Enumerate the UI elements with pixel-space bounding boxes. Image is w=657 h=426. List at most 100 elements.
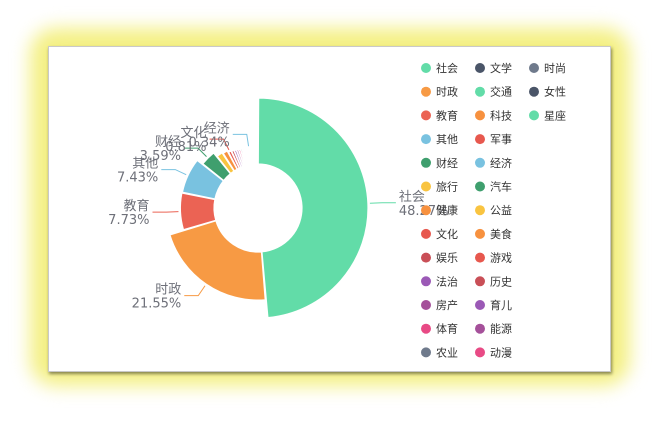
legend-label-9: 其他 — [436, 133, 458, 146]
legend-marker-27 — [421, 347, 431, 358]
legend-label-15: 健康 — [436, 203, 458, 217]
slice-label-7: 文化 0.81% — [165, 126, 206, 155]
legend-marker-21 — [421, 276, 431, 287]
legend-label-4: 交通 — [490, 85, 512, 99]
legend-item-26[interactable]: 能源 — [475, 322, 512, 336]
legend-marker-16 — [475, 205, 485, 216]
legend-marker-1 — [475, 63, 485, 73]
legend-item-16[interactable]: 公益 — [475, 203, 512, 217]
legend-item-11[interactable]: 财经 — [421, 156, 458, 170]
legend-marker-24 — [475, 300, 485, 310]
legend-item-5[interactable]: 女性 — [529, 85, 566, 99]
legend-marker-13 — [421, 181, 431, 192]
legend-label-1: 文学 — [490, 61, 512, 75]
legend-item-6[interactable]: 教育 — [421, 108, 458, 122]
pie-slice-3[interactable] — [181, 159, 224, 200]
legend-label-19: 娱乐 — [436, 251, 458, 265]
legend-marker-26 — [475, 323, 485, 334]
legend-label-21: 法治 — [436, 274, 458, 288]
legend-label-6: 教育 — [436, 108, 458, 122]
legend-label-2: 时尚 — [544, 61, 566, 75]
legend-item-28[interactable]: 动漫 — [475, 345, 512, 359]
slice-label-1: 时政 21.55% — [132, 283, 182, 312]
slice-label-17: 经济 0.34% — [188, 121, 229, 150]
legend-marker-11 — [421, 157, 431, 168]
legend-label-14: 汽车 — [490, 180, 512, 194]
legend-marker-17 — [421, 228, 431, 239]
legend-marker-10 — [475, 134, 485, 145]
legend-item-17[interactable]: 文化 — [421, 227, 458, 241]
legend-marker-23 — [421, 300, 431, 310]
pie-slice-1[interactable] — [169, 220, 266, 301]
legend-item-7[interactable]: 科技 — [475, 108, 512, 122]
legend-label-3: 时政 — [436, 85, 458, 99]
legend-item-10[interactable]: 军事 — [475, 133, 512, 146]
legend-label-17: 文化 — [436, 227, 458, 241]
leader-line-2 — [152, 211, 179, 213]
leader-line-7 — [209, 138, 230, 151]
legend-label-26: 能源 — [490, 322, 512, 336]
legend-item-27[interactable]: 农业 — [421, 345, 458, 359]
legend-item-2[interactable]: 时尚 — [529, 61, 566, 75]
legend-marker-8 — [529, 110, 539, 121]
legend-label-23: 房产 — [436, 298, 458, 312]
legend-marker-28 — [475, 347, 485, 358]
legend-item-20[interactable]: 游戏 — [475, 252, 512, 265]
label-leader-lines — [152, 133, 396, 297]
legend-label-5: 女性 — [544, 85, 566, 99]
legend-item-24[interactable]: 育儿 — [475, 298, 512, 312]
legend-item-13[interactable]: 旅行 — [421, 180, 458, 194]
pie-slice-2[interactable] — [179, 192, 217, 231]
legend-label-16: 公益 — [490, 203, 512, 217]
legend-marker-6 — [421, 110, 431, 121]
legend-item-4[interactable]: 交通 — [475, 85, 512, 99]
legend-marker-12 — [475, 157, 485, 168]
legend-item-12[interactable]: 经济 — [475, 156, 512, 170]
legend-label-20: 游戏 — [490, 252, 512, 265]
legend-marker-0 — [421, 63, 431, 73]
legend-item-18[interactable]: 美食 — [475, 227, 512, 241]
legend-label-0: 社会 — [436, 61, 458, 75]
legend-item-1[interactable]: 文学 — [475, 61, 512, 75]
legend-marker-5 — [529, 86, 539, 97]
legend-marker-20 — [475, 252, 485, 263]
leader-line-4 — [183, 147, 207, 158]
legend-label-18: 美食 — [490, 227, 512, 241]
legend-item-23[interactable]: 房产 — [421, 298, 458, 312]
legend-marker-19 — [421, 252, 431, 263]
legend-marker-22 — [475, 276, 485, 287]
legend-marker-18 — [475, 228, 485, 239]
legend-label-25: 体育 — [436, 322, 458, 336]
legend-label-24: 育儿 — [490, 298, 512, 312]
leader-line-17 — [232, 133, 250, 147]
slice-label-2: 教育 7.73% — [108, 198, 149, 228]
slice-label-4: 财经 3.59% — [140, 135, 181, 164]
leader-line-1 — [184, 285, 206, 297]
leader-line-0 — [369, 202, 396, 204]
legend-item-0[interactable]: 社会 — [421, 61, 458, 75]
legend-marker-2 — [529, 63, 539, 73]
legend-item-21[interactable]: 法治 — [421, 274, 458, 288]
legend-item-25[interactable]: 体育 — [421, 322, 458, 336]
legend-label-7: 科技 — [490, 108, 512, 122]
legend-label-12: 经济 — [490, 156, 512, 170]
legend-label-27: 农业 — [436, 345, 458, 359]
legend-label-10: 军事 — [490, 133, 512, 146]
legend-item-3[interactable]: 时政 — [421, 85, 458, 99]
legend-label-28: 动漫 — [490, 345, 512, 359]
legend-item-22[interactable]: 历史 — [475, 275, 512, 288]
legend-marker-9 — [421, 134, 431, 145]
pie-slice-0[interactable] — [257, 97, 369, 319]
legend-item-19[interactable]: 娱乐 — [421, 251, 458, 265]
legend-marker-14 — [475, 181, 485, 192]
legend-marker-15 — [421, 205, 431, 216]
legend-label-11: 财经 — [436, 156, 458, 170]
legend-marker-25 — [421, 323, 431, 334]
legend-item-9[interactable]: 其他 — [421, 133, 458, 146]
legend-item-14[interactable]: 汽车 — [475, 180, 512, 194]
legend-item-8[interactable]: 星座 — [529, 108, 566, 122]
legend-label-8: 星座 — [544, 108, 566, 122]
legend-item-15[interactable]: 健康 — [421, 203, 458, 217]
